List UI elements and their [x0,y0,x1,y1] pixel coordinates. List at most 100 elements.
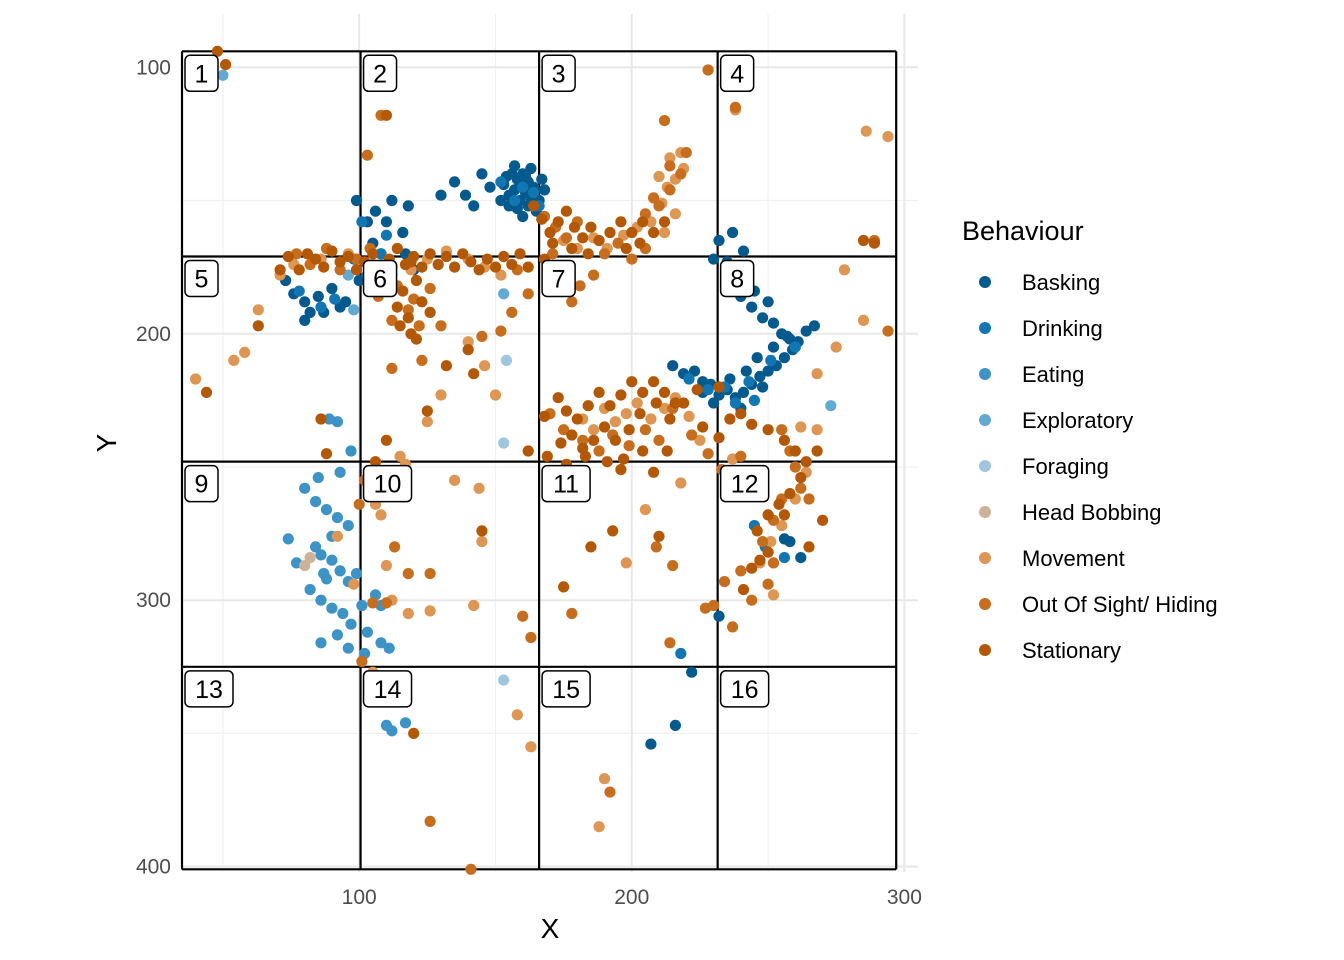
data-point [457,248,469,260]
legend-label: Out Of Sight/ Hiding [1022,592,1218,617]
data-point [767,589,780,601]
zone-label-11: 11 [541,464,591,503]
data-point [661,445,673,457]
data-point [776,520,788,532]
zone-label-3: 3 [541,54,576,93]
data-point [331,530,343,542]
zone-label-text: 12 [731,471,759,499]
data-point [560,205,573,217]
data-point [424,605,436,617]
data-point [729,397,742,409]
data-point [762,509,774,521]
data-point [634,408,646,420]
zone-label-12: 12 [719,464,770,503]
data-point [375,248,387,260]
data-point [735,450,747,462]
zone-label-15: 15 [541,670,591,708]
zone-label-10: 10 [362,464,413,503]
data-point [588,434,600,446]
zone-label-box [362,670,413,708]
data-point [737,245,750,257]
zone-label-text: 10 [374,471,402,499]
data-point [860,125,872,137]
data-point [440,250,452,263]
data-point [727,621,739,633]
data-point [389,541,401,553]
data-point [708,397,720,409]
data-point [571,413,583,425]
legend-swatch [979,368,991,380]
y-tick-label: 200 [136,323,171,346]
data-point [593,234,605,247]
data-point [320,504,333,516]
legend-item: Head Bobbing [979,500,1161,525]
data-point [432,258,444,271]
data-point [607,525,619,537]
data-point [391,242,403,255]
legend: Behaviour Basking Drinking Eating Explorato… [962,216,1218,663]
data-point [634,237,646,249]
legend-swatch [979,598,991,610]
data-point [356,216,368,228]
data-point [380,597,392,609]
data-point [857,314,870,326]
data-point [675,647,687,660]
legend-swatch [979,322,991,334]
data-point [498,288,510,300]
data-point [525,631,537,644]
data-point [282,533,294,545]
data-point [776,328,788,340]
data-point [558,424,570,436]
data-point [702,64,714,76]
legend-label: Basking [1022,270,1100,295]
data-point [476,525,488,537]
data-point [514,248,526,260]
data-point [342,269,354,281]
data-point [489,389,502,401]
data-point [220,59,232,71]
data-point [667,360,679,372]
data-point [252,304,264,316]
data-point [547,248,559,260]
data-point [795,421,807,433]
data-point [536,173,548,185]
data-point [658,216,671,228]
legend-label: Stationary [1022,638,1121,663]
data-point [394,450,406,462]
data-point [620,557,632,569]
legend-label: Movement [1022,546,1125,571]
data-point [754,554,766,566]
data-point [746,594,758,606]
data-point [664,413,676,425]
data-point [609,416,622,428]
data-point [350,568,363,580]
zone-label-1: 1 [184,54,219,93]
data-point [473,482,485,494]
data-point [386,194,398,207]
data-point [489,261,502,273]
series-exploratory [217,69,837,412]
data-point [498,250,510,263]
data-point [402,607,414,620]
data-point [699,602,712,614]
data-point [334,256,346,268]
legend-swatch [979,414,991,426]
data-point [473,264,485,276]
data-point [519,170,532,183]
data-point [691,384,703,396]
data-point [645,216,657,228]
data-point [669,397,682,409]
data-point [637,386,649,398]
data-point [882,325,894,337]
data-points [190,45,894,875]
data-point [326,602,338,614]
data-point [620,242,632,255]
data-point [399,717,412,729]
data-point [318,568,330,580]
data-point [282,250,294,263]
data-point [402,568,414,580]
data-point [664,152,676,164]
data-point [555,437,567,449]
zone-label-box [719,54,755,93]
data-point [421,405,433,417]
